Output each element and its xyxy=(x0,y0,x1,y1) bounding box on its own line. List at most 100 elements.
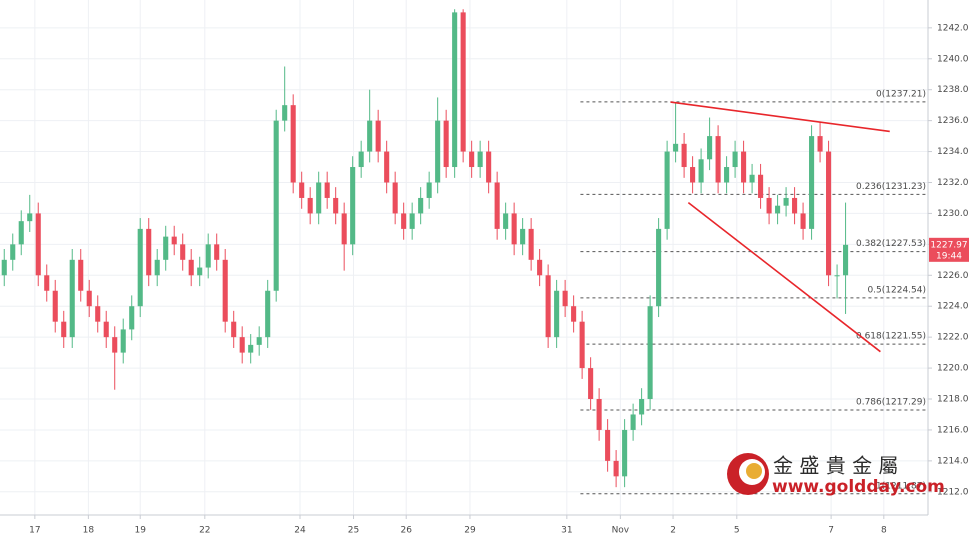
candle-body xyxy=(817,136,823,152)
candle-body xyxy=(350,167,356,245)
candle-body xyxy=(205,244,211,268)
candle-body xyxy=(520,228,526,245)
candle-body xyxy=(27,213,33,222)
candle-body xyxy=(528,228,534,260)
candle-body xyxy=(401,213,407,229)
candle-body xyxy=(494,182,500,229)
fib-label: 0.382(1227.53) xyxy=(856,239,926,249)
x-tick-label: 5 xyxy=(734,526,740,536)
fib-label: 0.236(1231.23) xyxy=(856,182,926,192)
candle-body xyxy=(86,290,92,307)
candle-body xyxy=(358,151,364,168)
candle-body xyxy=(299,182,305,198)
x-tick-label: 26 xyxy=(400,526,412,536)
candle-body xyxy=(188,259,194,276)
candle-body xyxy=(571,306,577,322)
candle-body xyxy=(613,460,619,477)
candle-body xyxy=(52,290,58,322)
candle-body xyxy=(307,197,313,214)
fib-label: 1(1211.87) xyxy=(876,481,926,491)
candle-body xyxy=(622,429,628,477)
candle-body xyxy=(418,197,424,214)
candle-body xyxy=(630,414,636,430)
candle-body xyxy=(265,290,271,338)
y-tick-label: 1240.00 xyxy=(937,54,969,64)
candle-body xyxy=(579,321,585,369)
candle-body xyxy=(367,120,373,152)
candle-body xyxy=(843,244,849,276)
candle-body xyxy=(503,213,509,229)
candle-body xyxy=(758,174,764,198)
candle-body xyxy=(681,143,687,168)
candle-body xyxy=(766,197,772,214)
fib-label: 0.618(1221.55) xyxy=(856,332,926,342)
candle-body xyxy=(214,244,220,260)
candle-body xyxy=(375,120,381,152)
candle-body xyxy=(690,167,696,183)
trendlines xyxy=(670,101,890,353)
candle-body xyxy=(715,136,721,183)
candle-body xyxy=(664,151,670,229)
candle-body xyxy=(783,197,789,206)
candle-body xyxy=(392,182,398,214)
candle-body xyxy=(588,368,594,400)
candle-body xyxy=(732,151,738,168)
candle-body xyxy=(452,12,458,168)
x-tick-label: 24 xyxy=(294,526,306,536)
candle-body xyxy=(290,105,296,183)
candle-body xyxy=(545,275,551,338)
watermark-url: www.goldday.com xyxy=(772,477,945,497)
candle-body xyxy=(10,244,16,260)
trendline xyxy=(687,201,881,353)
x-tick-label: 8 xyxy=(881,526,887,536)
candle-body xyxy=(256,337,262,345)
price-time: 19:44 xyxy=(936,251,962,261)
candles xyxy=(1,9,849,488)
candle-body xyxy=(282,105,288,121)
candle-body xyxy=(460,12,466,152)
candle-body xyxy=(639,399,645,415)
candle-body xyxy=(435,120,441,183)
y-tick-label: 1212.00 xyxy=(937,487,969,497)
candle-body xyxy=(222,259,228,322)
candle-body xyxy=(426,182,432,198)
trendline xyxy=(670,101,890,133)
candle-body xyxy=(120,329,126,353)
candle-body xyxy=(443,120,449,168)
fibonacci: 0(1237.21) 0.236(1231.23) 0.382(1227.53) 0.… xyxy=(580,89,928,495)
y-tick-label: 1222.00 xyxy=(937,333,969,343)
x-tick-label: 2 xyxy=(670,526,676,536)
candle-body xyxy=(647,306,653,400)
x-tick-label: 7 xyxy=(828,526,834,536)
candle-body xyxy=(605,429,611,461)
y-tick-label: 1226.00 xyxy=(937,271,969,281)
candle-body xyxy=(477,151,483,168)
x-tick-label: 31 xyxy=(561,526,572,536)
candle-body xyxy=(809,136,815,229)
candle-body xyxy=(78,259,84,291)
fib-label: 0(1237.21) xyxy=(876,89,926,99)
candle-body xyxy=(44,275,50,291)
candle-body xyxy=(146,228,152,276)
candle-body xyxy=(469,151,475,168)
candle-body xyxy=(554,290,560,338)
candle-body xyxy=(724,167,730,183)
candle-body xyxy=(562,290,568,307)
candle-body xyxy=(163,236,169,260)
y-tick-label: 1238.00 xyxy=(937,85,969,95)
candle-body xyxy=(171,236,177,245)
y-tick-label: 1218.00 xyxy=(937,395,969,405)
candle-body xyxy=(1,259,7,276)
price-box xyxy=(929,237,969,262)
candle-body xyxy=(792,197,798,214)
candle-body xyxy=(698,159,704,183)
x-tick-label: 17 xyxy=(29,526,40,536)
candle-body xyxy=(596,399,602,430)
candle-body xyxy=(341,213,347,245)
candle-body xyxy=(112,337,118,353)
candle-body xyxy=(180,244,186,260)
candle-body xyxy=(749,174,755,183)
logo xyxy=(746,463,762,479)
